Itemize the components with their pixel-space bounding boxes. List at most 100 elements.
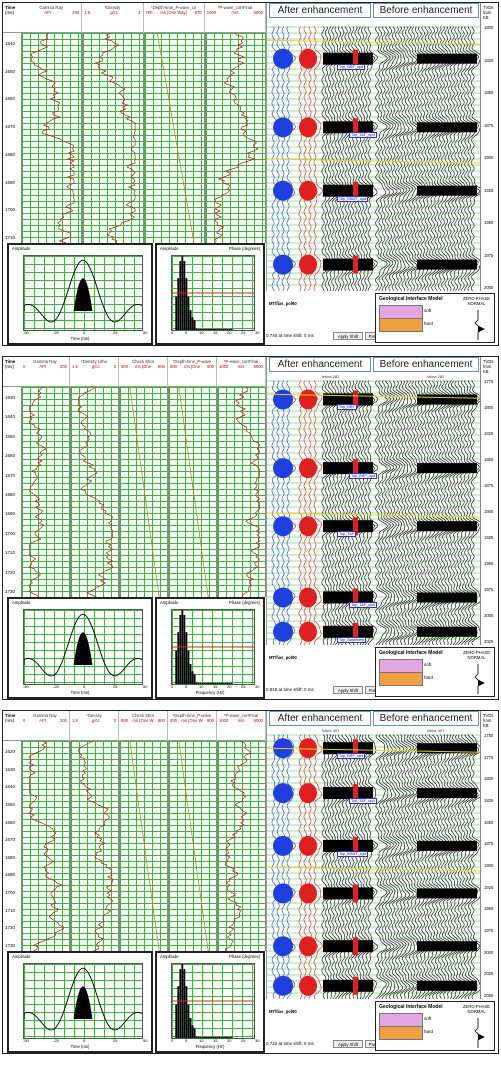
log-track	[217, 741, 266, 951]
time-tick-label: 1640	[5, 41, 16, 46]
horizon-label: Top_BRF_upd	[337, 63, 366, 70]
log-track	[204, 33, 266, 243]
x-tick-label: 10	[199, 684, 204, 689]
time-tick-label: 1680	[5, 854, 16, 860]
time-tick-label: 1660	[5, 453, 16, 459]
log-track-header: Check Shot 800 ms (One W 900	[119, 711, 168, 741]
track-unit: g/cc	[91, 718, 100, 723]
log-header: Time (ms) Gamma Ray API 200 *Density 1.5 g/cc 3 *…	[3, 3, 266, 33]
x-tick-label: 10	[199, 330, 204, 335]
track-title: *Density	[86, 713, 102, 718]
tvd-tick-label: 1775	[484, 754, 494, 760]
time-tick-label: 1720	[5, 569, 16, 575]
tvd-header: TVDs from KB	[483, 5, 493, 20]
soft-label: soft	[424, 662, 432, 667]
track-unit: g/cc	[110, 10, 118, 15]
tvd-tick-label: 1900	[484, 863, 494, 868]
tvd-tick-label: 1925	[484, 535, 494, 540]
log-curve	[129, 741, 160, 951]
time-tick-label: 1670	[5, 472, 16, 478]
time-header: Time (ms)	[3, 357, 17, 387]
x-tick-label: 5	[185, 684, 188, 689]
plot-title: Amplitude	[12, 246, 31, 251]
soft-layer-swatch	[379, 659, 423, 673]
track-scale: 500 ms (One 900	[168, 364, 216, 369]
track-min: 1000	[206, 10, 217, 15]
x-axis-label: Frequency (Hz)	[195, 690, 225, 695]
x-axis-label: Time (ms)	[70, 336, 90, 341]
time-tick-label: 1730	[5, 589, 16, 594]
apply-shift-button[interactable]: Apply Shift	[333, 1040, 363, 1048]
track-title: Check Shot	[132, 359, 154, 364]
track-max: 200	[60, 364, 67, 369]
track-scale: 0 API 200	[21, 364, 69, 369]
tvd-tick-label: 1850	[484, 819, 494, 825]
tvd-axis: TVDs from KB 1750 1775 1800 1825 1850 1875 1900 19…	[480, 711, 498, 999]
track-unit: API	[39, 718, 47, 723]
seismic-section: After enhancement Before enhancement Inlin…	[266, 357, 498, 645]
log-track	[70, 741, 119, 951]
plot-title: Amplitude	[160, 246, 179, 251]
log-track	[21, 33, 83, 243]
time-unit: (ms)	[5, 718, 14, 723]
x-tick-label: 0	[83, 1038, 86, 1043]
zero-phase-line: ZERO PHASE	[463, 1004, 490, 1009]
plot-title: Amplitude	[160, 600, 179, 605]
apply-shift-button[interactable]: Apply Shift	[333, 686, 363, 694]
track-min: 780	[145, 10, 153, 15]
horizon-label: Top_TAF_upd	[349, 602, 377, 609]
tvd-header-line: from	[483, 10, 492, 15]
tvd-header-line: from	[483, 364, 492, 369]
track-scale: 800 ms (One W 900	[119, 718, 167, 723]
apply-shift-button[interactable]: Apply Shift	[333, 332, 363, 340]
track-unit: ms (One	[183, 364, 201, 369]
track-max: 900	[158, 364, 165, 369]
wavelet-curve	[23, 613, 143, 677]
time-tick-label: 1700	[5, 530, 16, 536]
well-tie-panel: Time (ms) Gamma Ray 0 API 200 *Density Litho 1.…	[2, 356, 499, 700]
tvd-tick-label: 1800	[484, 776, 494, 782]
track-min: 1.5	[84, 10, 91, 15]
track-scale: 1000 m/s 6000	[217, 718, 265, 723]
well-name: MT/fias_pol90	[269, 1009, 297, 1014]
tvd-tick-label: 2000	[484, 285, 494, 290]
track-max: 3	[138, 10, 141, 15]
hard-label: hard	[424, 1029, 434, 1034]
log-track	[168, 741, 217, 951]
track-unit: ms (One W	[132, 718, 154, 723]
time-tick-label: 1670	[5, 124, 16, 130]
time-tick-label: 1660	[5, 96, 16, 102]
plot-area	[23, 255, 143, 331]
time-label: Time	[5, 713, 16, 718]
time-tick-label: 1630	[5, 766, 16, 772]
plot-area	[23, 963, 143, 1039]
x-tick-label: -25	[53, 684, 59, 689]
after-enhancement-title: After enhancement	[269, 711, 371, 726]
track-unit: m/s	[231, 10, 239, 15]
time-tick-label: 1710	[5, 907, 16, 913]
tvd-header-line: TVDs	[483, 5, 494, 10]
zero-phase-wavelet-icon	[474, 1018, 485, 1048]
tvd-header: TVDs from KB	[483, 359, 493, 374]
track-scale: 800 ms (One 900	[119, 364, 167, 369]
tvd-header-line: TVDs	[483, 359, 494, 364]
x-tick-label: -50	[23, 684, 29, 689]
log-curve	[77, 387, 114, 597]
log-track-header: Gamma Ray API 200	[21, 3, 83, 33]
x-tick-label: 15	[213, 684, 218, 689]
log-curve	[234, 387, 261, 597]
track-title: *Depth-time_P-wave	[172, 359, 212, 364]
tvd-tick-label: 1875	[484, 122, 494, 128]
track-min: 1.5	[72, 364, 78, 369]
x-tick-label: 20	[227, 330, 232, 335]
x-tick-label: 30	[255, 1038, 260, 1043]
zero-phase-line: NORMAL	[467, 1009, 486, 1014]
time-tick-label: 1690	[5, 872, 16, 878]
track-title: Gamma Ray	[33, 713, 57, 718]
track-min: 800	[121, 364, 128, 369]
time-tick-label: 1710	[5, 550, 16, 556]
x-tick-label: 25	[113, 330, 118, 335]
tvd-tick-label: 1850	[484, 457, 494, 462]
spectrum-bars	[172, 961, 254, 1038]
plot-title-right: Phase (degrees)	[229, 954, 260, 959]
